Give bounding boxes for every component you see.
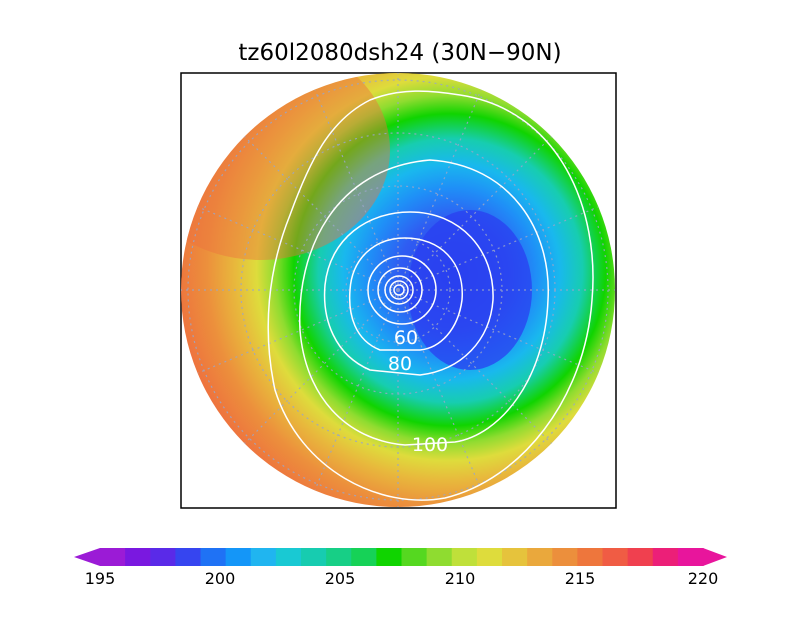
contour-outer [267, 90, 594, 501]
plot-frame [180, 72, 617, 509]
colorbar-swatch [100, 548, 126, 566]
colorbar-tick-label: 205 [325, 569, 356, 588]
colorbar-swatch [602, 548, 629, 566]
colorbar-swatch [250, 548, 277, 566]
colorbar-swatch [150, 548, 176, 566]
colorbar-swatch [577, 548, 604, 566]
contour-100 [298, 159, 549, 446]
contours [267, 90, 594, 501]
colorbar-swatch [652, 548, 679, 566]
colorbar-swatch [275, 548, 302, 566]
colorbar-left-arrow [74, 548, 100, 566]
colorbar-swatch [200, 548, 227, 566]
contour-label-60: 60 [394, 327, 418, 349]
colorbar-swatch [426, 548, 453, 566]
colorbar-tick-label: 195 [85, 569, 116, 588]
colorbar-tick-label: 200 [205, 569, 236, 588]
contour-80 [323, 211, 494, 376]
colorbar-swatch [326, 548, 352, 566]
colorbar-swatch [175, 548, 202, 566]
colorbar [74, 548, 727, 566]
colorbar-tick-label: 210 [445, 569, 476, 588]
colorbar-swatch [351, 548, 377, 566]
contour-label-100: 100 [412, 434, 448, 456]
colorbar-swatch [376, 548, 403, 566]
colorbar-swatch [125, 548, 151, 566]
colorbar-swatch [401, 548, 428, 566]
colorbar-swatch [527, 548, 553, 566]
contour-label-80: 80 [388, 353, 412, 375]
colorbar-swatch [627, 548, 654, 566]
colorbar-swatch [502, 548, 528, 566]
map-title: tz60l2080dsh24 (30N−90N) [238, 40, 561, 66]
colorbar-swatch [552, 548, 578, 566]
colorbar-swatch [301, 548, 327, 566]
colorbar-tick-label: 215 [565, 569, 596, 588]
graticule [181, 73, 615, 507]
colorbar-tick-labels: 195 200 205 210 215 220 [85, 569, 719, 588]
colorbar-swatch [476, 548, 503, 566]
colorbar-tick-label: 220 [688, 569, 719, 588]
colorbar-swatch [225, 548, 252, 566]
colorbar-swatch [677, 548, 704, 566]
colorbar-swatch [451, 548, 478, 566]
contour-60 [348, 237, 463, 351]
colorbar-right-arrow [703, 548, 727, 566]
